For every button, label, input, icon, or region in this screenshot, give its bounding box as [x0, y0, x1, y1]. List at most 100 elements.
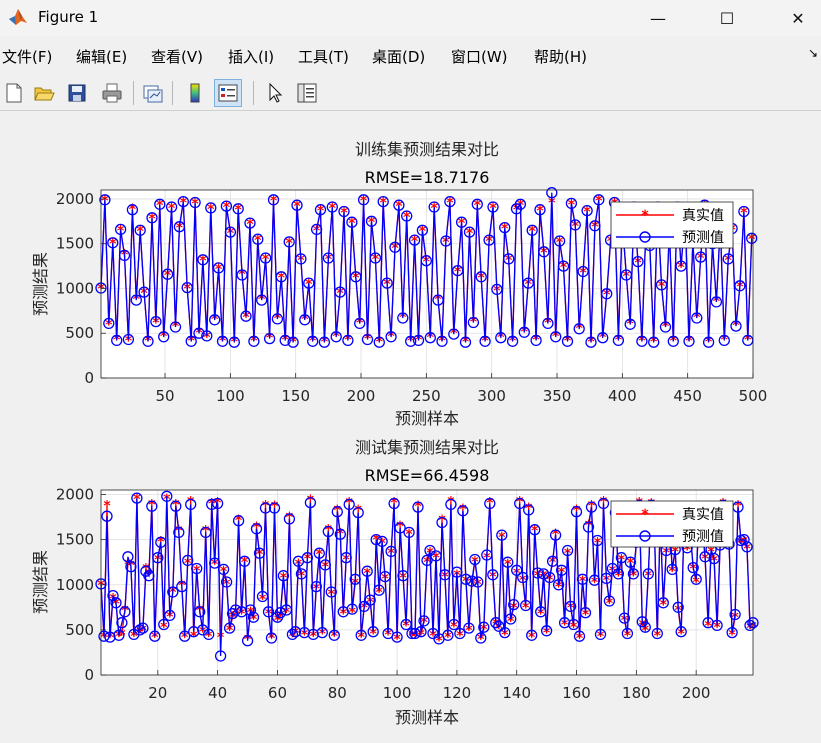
train-legend[interactable]: * 真实值 预测值 [610, 201, 734, 249]
train-pred-point [730, 320, 742, 332]
test-true-point: * [187, 495, 195, 511]
train-xtick-label: 400 [608, 387, 637, 405]
test-true-point: * [417, 627, 425, 643]
train-pred-point [710, 296, 723, 308]
menu-tools[interactable]: 工具(T) [298, 48, 349, 66]
train-true-point: * [462, 334, 470, 350]
test-true-point: * [262, 498, 270, 514]
test-axes[interactable]: ****************************************… [31, 438, 759, 727]
test-true-point: * [268, 631, 276, 647]
test-pred-point [376, 535, 388, 548]
colorbar-button[interactable] [181, 79, 209, 107]
test-pred-point [203, 628, 215, 641]
test-pred-point [657, 597, 669, 609]
test-pred-point [672, 601, 684, 613]
test-pred-point [445, 498, 457, 511]
test-true-point: * [549, 555, 557, 571]
train-true-point: * [732, 318, 740, 334]
menu-file[interactable]: 文件(F) [2, 48, 53, 66]
test-pred-point [642, 568, 654, 580]
test-pred-point [555, 564, 568, 576]
train-pred-point [683, 335, 695, 347]
train-pred-point [201, 330, 213, 342]
test-pred-point [152, 552, 164, 564]
test-pred-point [478, 621, 490, 633]
train-pred-point [593, 194, 605, 206]
train-pred-point [299, 314, 311, 326]
test-pred-point [621, 627, 634, 640]
open-file-button[interactable] [30, 79, 58, 107]
test-pred-point [397, 570, 409, 582]
property-inspector-button[interactable] [293, 79, 321, 107]
menu-view[interactable]: 查看(V) [151, 48, 203, 66]
train-pred-point [150, 315, 162, 328]
minimize-button[interactable]: — [635, 0, 681, 36]
train-true-point: * [289, 334, 297, 350]
close-button[interactable]: ✕ [775, 0, 821, 36]
test-title: 测试集预测结果对比 [355, 438, 499, 457]
menu-desktop[interactable]: 桌面(D) [372, 48, 426, 66]
pointer-button[interactable] [260, 79, 288, 107]
test-pred-point [289, 626, 302, 638]
test-true-point: * [408, 628, 416, 644]
train-pred-point [346, 216, 358, 228]
train-true-point: * [615, 333, 623, 349]
test-pred-point [164, 609, 176, 622]
train-true-point: * [274, 311, 282, 327]
test-true-point: * [582, 608, 590, 624]
train-pred-point [118, 249, 131, 262]
train-ylabel: 预测结果 [31, 252, 50, 316]
maximize-button[interactable]: ☐ [704, 0, 750, 36]
test-xtick-label: 120 [443, 684, 472, 702]
test-pred-point [729, 608, 741, 621]
test-true-point: * [199, 625, 207, 641]
new-figure-button[interactable] [0, 79, 28, 107]
menu-window[interactable]: 窗口(W) [451, 48, 508, 66]
test-true-point: * [576, 631, 584, 647]
train-pred-point [122, 333, 135, 346]
test-pred-point [409, 627, 421, 640]
save-button[interactable] [63, 79, 91, 107]
train-pred-point [467, 316, 480, 329]
test-pred-point [612, 568, 625, 580]
train-pred-point [232, 203, 244, 215]
menu-help[interactable]: 帮助(H) [534, 48, 587, 66]
train-true-point: * [587, 334, 595, 350]
train-pred-point [373, 336, 385, 348]
train-pred-point [455, 216, 468, 228]
test-pred-point [146, 500, 158, 512]
test-pred-point [170, 500, 182, 512]
train-true-point: * [552, 329, 560, 345]
test-pred-point [340, 552, 352, 564]
train-pred-point [169, 321, 182, 333]
print-button[interactable] [98, 79, 126, 107]
legend-button[interactable] [214, 79, 242, 107]
menu-insert[interactable]: 插入(I) [228, 48, 275, 66]
toolbar-overflow-icon[interactable]: ↘ [808, 46, 819, 60]
test-pred-point [137, 622, 149, 634]
train-pred-point [487, 201, 499, 213]
train-pred-point [330, 331, 342, 343]
train-true-point: * [693, 310, 701, 326]
train-ticks: 50 100 150 200 250 300 350 400 450 500 0 500 1000 150… [56, 190, 768, 405]
train-axes[interactable]: ****************************************… [31, 140, 767, 428]
train-pred-point [107, 237, 119, 249]
test-ticks: 20 40 60 80 100 120 140 160 180 20005001000150020… [56, 486, 711, 702]
train-true-point: * [532, 333, 540, 349]
train-pred-point [491, 283, 503, 296]
test-legend[interactable]: * 真实值 预测值 [610, 500, 734, 548]
train-pred-point [259, 252, 272, 264]
test-true-point: * [477, 632, 485, 648]
train-true-point: * [705, 334, 713, 350]
train-pred-point [738, 205, 750, 218]
test-true-point: * [507, 614, 515, 630]
link-plot-button[interactable] [139, 79, 167, 107]
test-pred-point [259, 502, 272, 514]
train-pred-point [256, 294, 268, 306]
test-pred-point [379, 570, 391, 583]
test-pred-point [552, 579, 565, 591]
menu-edit[interactable]: 编辑(E) [76, 48, 128, 66]
test-pred-point [690, 573, 702, 585]
train-pred-point [303, 277, 315, 289]
train-pred-point [448, 328, 460, 340]
